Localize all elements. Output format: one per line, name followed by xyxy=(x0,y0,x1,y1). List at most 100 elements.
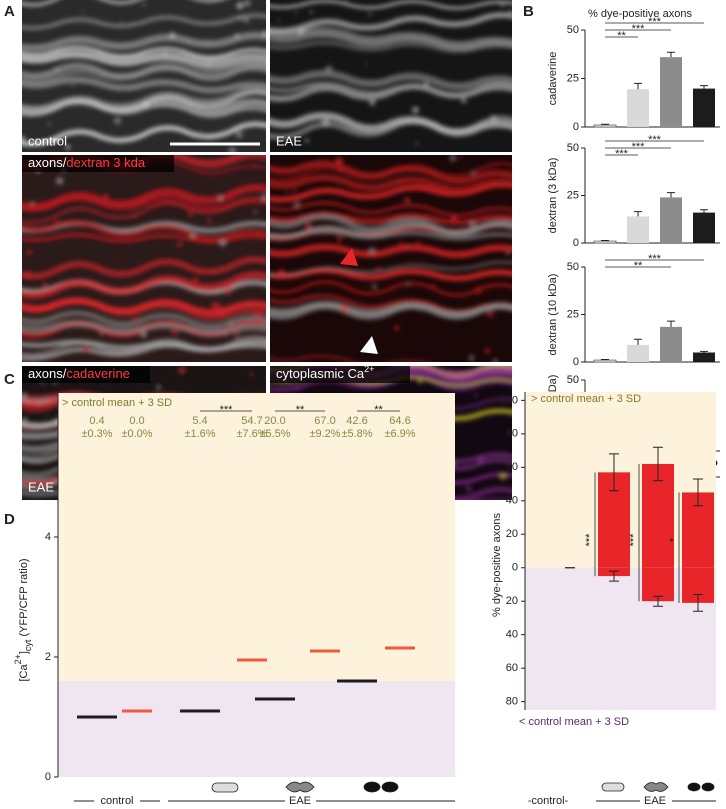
streak xyxy=(270,355,427,362)
bar xyxy=(693,88,715,127)
speck xyxy=(461,97,467,104)
label-part: 2+ xyxy=(364,364,374,374)
speck xyxy=(224,287,232,295)
y-tick-label: 25 xyxy=(567,189,579,201)
percent-sd-label: ±0.0% xyxy=(121,428,152,440)
speck xyxy=(169,31,176,39)
label-part: dextran 3 kda xyxy=(66,155,146,170)
speck xyxy=(335,157,343,165)
speck xyxy=(508,9,512,14)
speck xyxy=(440,184,449,192)
y-tick-label: 0 xyxy=(573,121,579,133)
y-tick-label: 50 xyxy=(567,24,579,36)
speck xyxy=(140,330,148,338)
significance-label: * xyxy=(668,537,680,542)
speck xyxy=(237,15,243,21)
speck xyxy=(243,16,250,23)
y-label-part: 2+ xyxy=(13,654,23,664)
bar xyxy=(660,326,682,362)
speck xyxy=(474,392,479,398)
speck xyxy=(117,105,121,110)
texture xyxy=(270,0,512,146)
error-bar xyxy=(653,595,663,607)
y-tick-label: 50 xyxy=(567,374,579,386)
speck xyxy=(217,195,224,201)
speck xyxy=(236,1,244,10)
streak xyxy=(270,201,512,217)
speck xyxy=(253,210,258,214)
error-bar xyxy=(634,338,642,345)
significance-label: *** xyxy=(632,23,646,35)
bar xyxy=(642,567,674,602)
speck xyxy=(286,191,289,194)
speck xyxy=(416,240,421,245)
speck xyxy=(338,168,343,173)
x-group-label: EAE xyxy=(289,795,311,807)
percent-sd-label: ±0.3% xyxy=(81,428,112,440)
speck xyxy=(278,269,285,276)
y-tick-label: 0 xyxy=(573,356,579,368)
speck xyxy=(490,114,497,122)
streak xyxy=(270,12,512,34)
significance-label: ** xyxy=(296,404,305,416)
speck xyxy=(364,62,368,65)
speck xyxy=(234,332,241,339)
speck xyxy=(404,197,411,204)
speck xyxy=(375,266,382,273)
error-bar xyxy=(609,453,619,492)
y-tick-label: 60 xyxy=(506,662,518,674)
bar xyxy=(693,212,715,243)
significance-label: ** xyxy=(634,260,643,272)
y-axis-label: dextran (10 kDa) xyxy=(547,274,559,356)
speck xyxy=(228,191,235,198)
label-part: axons/ xyxy=(28,155,67,170)
below-band xyxy=(58,681,455,777)
label-part: cadaverine xyxy=(66,366,130,381)
speck xyxy=(486,310,495,318)
speck xyxy=(324,65,333,74)
speck xyxy=(47,123,51,126)
band-label: > control mean + 3 SD xyxy=(62,397,172,409)
speck xyxy=(163,51,168,56)
label-bg xyxy=(22,366,150,383)
x-group-label: control xyxy=(100,795,133,807)
image-label: EAE xyxy=(28,479,54,494)
streak xyxy=(22,297,266,321)
speck xyxy=(322,209,326,213)
panel-label: D xyxy=(4,511,15,528)
speck xyxy=(113,117,122,125)
speck xyxy=(216,303,222,309)
error-bar xyxy=(653,446,663,482)
chart-title: % dye-positive axons xyxy=(588,8,692,20)
arrowhead xyxy=(340,248,358,266)
speck xyxy=(206,62,211,66)
speck xyxy=(367,247,376,256)
speck xyxy=(243,0,251,7)
arrowhead xyxy=(360,336,378,354)
speck xyxy=(216,308,225,317)
speck xyxy=(186,38,190,43)
speck xyxy=(171,328,179,336)
y-tick-label: 40 xyxy=(506,495,518,507)
percent-label: 67.0 xyxy=(314,415,335,427)
speck xyxy=(81,10,84,13)
bar xyxy=(627,344,649,362)
speck xyxy=(424,82,429,87)
image-label: cytoplasmic Ca2+ xyxy=(276,364,374,381)
y-axis-label: cadaverine xyxy=(547,52,559,106)
significance-label: *** xyxy=(648,253,662,265)
percent-sd-label: ±5.5% xyxy=(259,428,290,440)
speck xyxy=(192,276,200,284)
y-label-part: ] xyxy=(18,651,30,654)
speck xyxy=(340,305,349,313)
speck xyxy=(393,324,400,332)
speck xyxy=(492,358,499,362)
y-label-part: (YFP/CFP ratio) xyxy=(18,558,30,639)
y-tick-label: 40 xyxy=(506,629,518,641)
speck xyxy=(295,11,298,14)
significance-label: *** xyxy=(648,16,662,28)
speck xyxy=(54,66,60,73)
speck xyxy=(498,0,506,8)
significance-label: *** xyxy=(632,141,646,153)
